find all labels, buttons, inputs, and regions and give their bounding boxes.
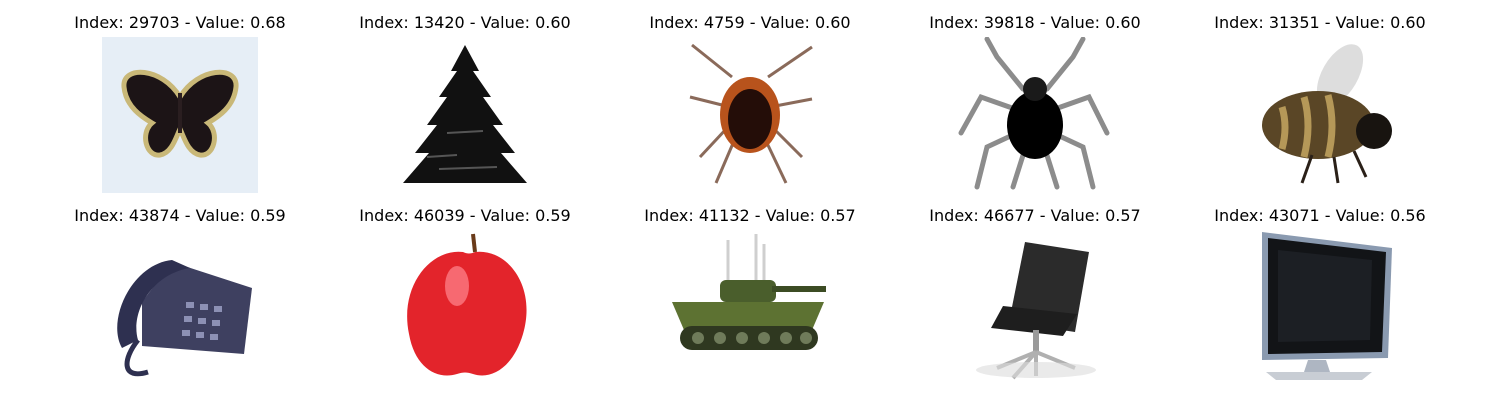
- tile-title: Index: 43071 - Value: 0.56: [1214, 206, 1426, 225]
- tile-title: Index: 13420 - Value: 0.60: [359, 13, 571, 32]
- tile-title: Index: 4759 - Value: 0.60: [649, 13, 851, 32]
- spider-icon: [957, 37, 1113, 193]
- tile-title: Index: 43874 - Value: 0.59: [74, 206, 286, 225]
- tile-title: Index: 46677 - Value: 0.57: [929, 206, 1141, 225]
- tile-title: Index: 39818 - Value: 0.60: [929, 13, 1141, 32]
- tile-title: Index: 46039 - Value: 0.59: [359, 206, 571, 225]
- tile-title: Index: 41132 - Value: 0.57: [644, 206, 856, 225]
- butterfly-icon: [102, 37, 258, 193]
- telephone-icon: [102, 230, 258, 386]
- office-chair-icon: [957, 230, 1113, 386]
- apple-icon: [387, 230, 543, 386]
- tile-title: Index: 29703 - Value: 0.68: [74, 13, 286, 32]
- television-icon: [1242, 230, 1398, 386]
- bee-icon: [1242, 37, 1398, 193]
- pine-tree-icon: [387, 37, 543, 193]
- tile-title: Index: 31351 - Value: 0.60: [1214, 13, 1426, 32]
- cockroach-icon: [672, 37, 828, 193]
- tank-icon: [672, 230, 828, 386]
